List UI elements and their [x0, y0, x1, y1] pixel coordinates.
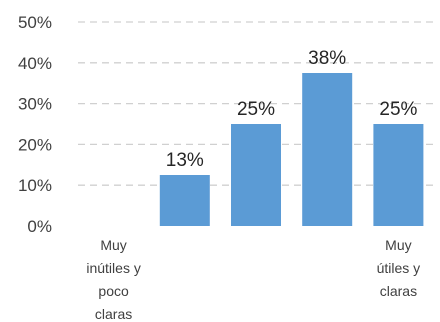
- data-label: 25%: [237, 99, 275, 120]
- bar: [159, 175, 210, 226]
- y-tick-label: 10%: [18, 176, 52, 195]
- category-label: poco: [98, 283, 129, 299]
- bars: [159, 73, 424, 226]
- y-tick-label: 40%: [18, 54, 52, 73]
- y-tick-label: 20%: [18, 135, 52, 154]
- y-tick-label: 30%: [18, 95, 52, 114]
- data-label: 13%: [166, 150, 204, 171]
- y-axis-ticks: 0% 10% 20% 30% 40% 50%: [18, 13, 52, 236]
- category-label: Muy: [385, 237, 411, 253]
- data-labels: 13% 25% 38% 25%: [166, 48, 418, 171]
- bar: [373, 124, 424, 226]
- bar: [231, 124, 281, 226]
- category-label: inútiles y: [86, 260, 140, 276]
- category-label: claras: [95, 306, 132, 322]
- category-label: claras: [380, 283, 417, 299]
- category-label: útiles y: [377, 260, 421, 276]
- bar: [302, 73, 353, 226]
- data-label: 25%: [379, 99, 417, 120]
- category-labels: Muy inútiles y poco claras Muy útiles y claras: [86, 237, 420, 322]
- y-tick-label: 50%: [18, 13, 52, 32]
- y-tick-label: 0%: [27, 217, 52, 236]
- category-label: Muy: [100, 237, 126, 253]
- data-label: 38%: [308, 48, 346, 69]
